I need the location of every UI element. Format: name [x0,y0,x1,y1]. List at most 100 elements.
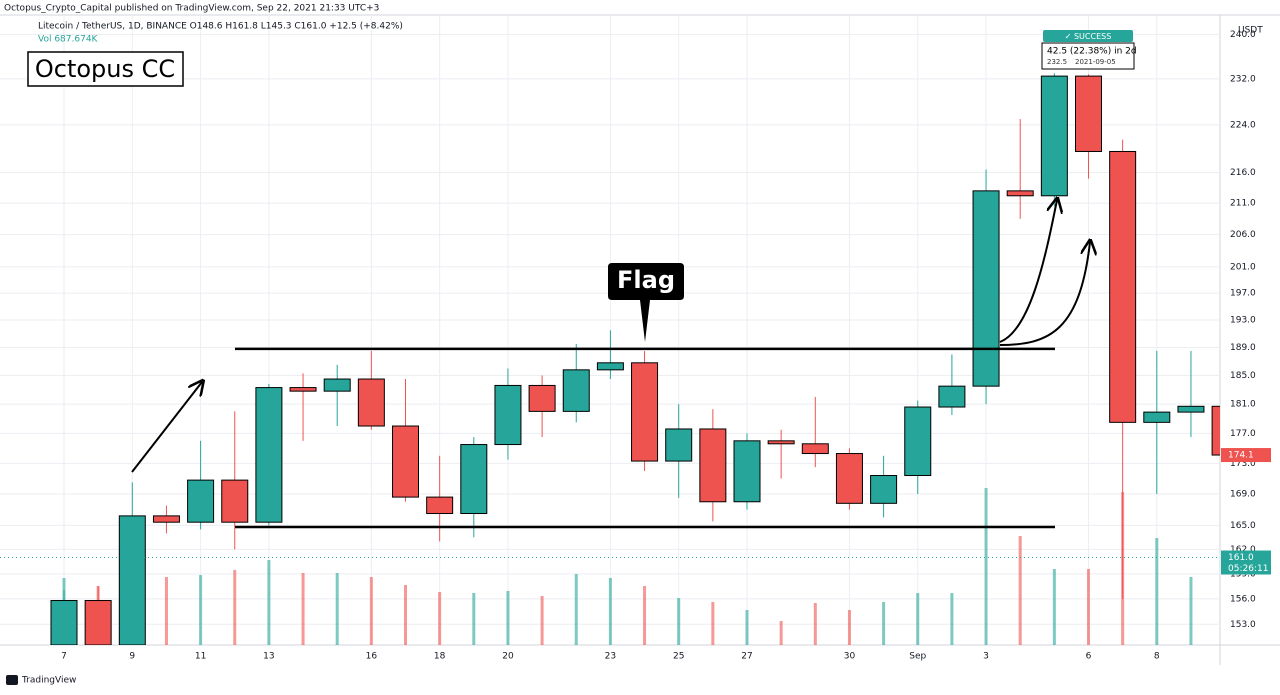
y-tick-label: 216.0 [1230,168,1256,178]
countdown: 05:26:11 [1228,564,1268,574]
volume-bar [1052,569,1056,645]
y-tick-label: 193.0 [1230,316,1256,326]
title-box [27,51,184,87]
volume-bar [404,585,407,645]
footer-bg [0,668,1280,691]
success-box [1041,42,1135,70]
close-box [1221,448,1271,463]
candle-body [357,378,385,427]
x-tick-label: 8 [1154,652,1160,662]
volume-bar [847,610,851,645]
banner: Octopus_Crypto_Capital published on Trad… [4,4,379,14]
candle-body [84,600,112,645]
candle-body [767,440,795,445]
x-tick-label: 6 [1086,652,1092,662]
x-tick-label: 27 [741,652,752,662]
candle-body [835,453,863,504]
y-tick-label: 173.0 [1230,459,1256,469]
volume-bar [984,488,988,645]
x-tick-label: 30 [844,652,856,662]
y-tick-label: 240.0 [1230,30,1256,40]
volume-bar [882,602,886,645]
candle-body [118,515,146,645]
x-tick-label: 23 [605,652,616,662]
last-price-box [1221,550,1271,575]
candle-body [1177,405,1205,413]
candle-body [1109,150,1137,423]
y-tick-label: 197.0 [1230,289,1256,299]
volume-bar [916,593,920,645]
arrow [999,200,1057,343]
y-tick-label: 185.0 [1230,371,1256,381]
y-tick-label: 156.0 [1230,594,1256,604]
logo [6,675,18,685]
candle-body [1143,411,1171,423]
candle-body [562,369,590,412]
levels [0,347,1220,559]
success-badge-text: ✓ SUCCESS [1065,32,1112,41]
x-tick-label: 25 [673,652,684,662]
volume-bar [1189,577,1193,645]
y-tick-label: 181.0 [1230,400,1256,410]
volume-bar [677,598,681,645]
candle-body [665,428,693,462]
candle-body [1040,75,1068,197]
y-tick-label: 201.0 [1230,262,1256,272]
volume-bar [1087,569,1090,645]
volume-bar [472,593,476,645]
x-tick-label: 7 [61,652,67,662]
x-tick-label: 16 [366,652,378,662]
y-tick-label: 206.0 [1230,230,1256,240]
candle-body [289,387,317,392]
candle-body [972,190,1000,387]
y-tick-label: 211.0 [1230,199,1256,209]
x-tick-label: 13 [263,652,274,662]
y-tick-label: 162.0 [1230,545,1256,555]
y-tick-label: 177.0 [1230,429,1256,439]
last-price-label: 161.0 [1228,553,1254,563]
volume-bar [506,591,510,645]
x-tick-label: 9 [129,652,135,662]
volume-bar [813,603,817,645]
arrow [999,242,1090,346]
x-tick-label: 18 [434,652,446,662]
candle-body [1211,405,1220,456]
volume-bar [950,593,954,645]
y-tick-label: 189.0 [1230,343,1256,353]
candle-body [699,428,727,503]
volume-bar [267,560,271,645]
y-tick-label: 153.0 [1230,620,1256,630]
x-tick-label: Sep [909,652,926,662]
banner-bg [0,0,1280,15]
candle-body [528,384,556,412]
flag-callout [608,263,684,342]
volume-bar [540,596,544,645]
candles [50,73,1220,645]
volume-bar [711,602,715,645]
candle-body [392,425,419,498]
candle-body [426,496,454,515]
volume-bar [233,570,237,645]
volume-bar [369,577,373,645]
volume-bar [438,592,442,645]
candle-body [938,385,966,408]
volume-bar [574,574,578,645]
volume-bar [643,586,647,645]
volume-bar [608,578,612,645]
volume-bar [1155,538,1159,645]
success-price: 232.5 [1047,58,1067,66]
currency: USDT [1238,26,1263,36]
volume-bar [164,577,168,645]
arrow [131,382,202,473]
candle-body [733,440,761,503]
candle-body [631,362,659,462]
y-tick-label: 232.0 [1230,74,1256,84]
volume-bar [199,575,203,645]
success-text: 42.5 (22.38%) in 2d [1047,47,1137,57]
candle-body [596,362,624,371]
success-badge [1043,30,1133,42]
candle-body [255,387,283,523]
axis: 153.0156.0159.0162.0165.0169.0173.0177.0… [61,30,1271,662]
